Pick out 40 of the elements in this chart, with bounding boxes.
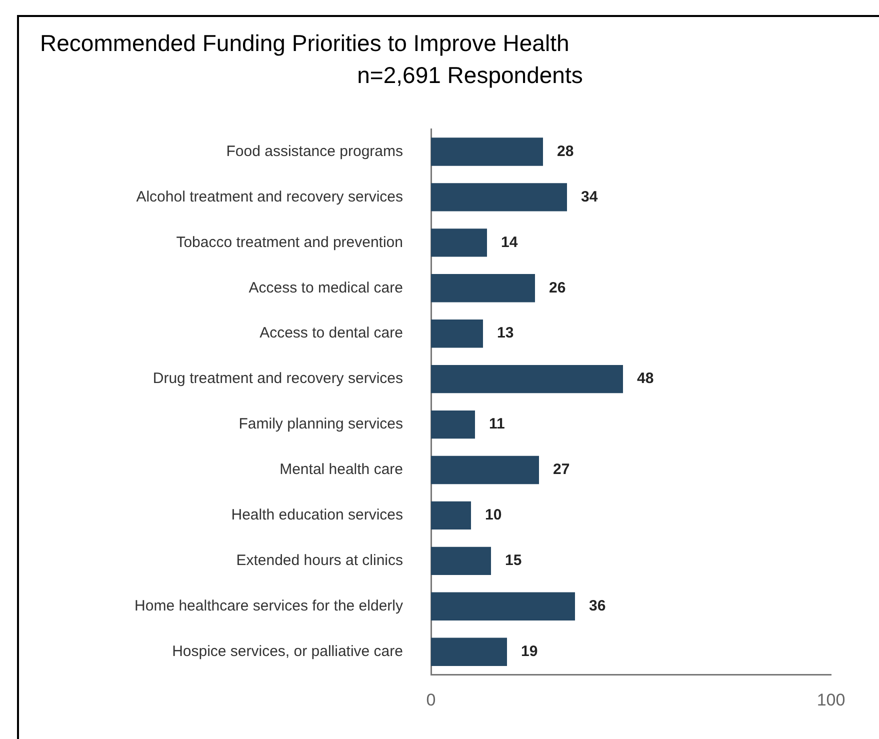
data-label: 28 [557, 142, 574, 160]
data-label: 36 [589, 598, 606, 615]
data-label: 11 [489, 416, 505, 433]
x-tick-label: 100 [816, 690, 846, 710]
bar [431, 638, 507, 666]
y-tick-label: Home healthcare services for the elderly [134, 598, 404, 615]
bar [431, 138, 543, 166]
y-tick-label: Drug treatment and recovery services [152, 370, 403, 388]
y-tick-label: Alcohol treatment and recovery services [136, 188, 403, 206]
bar [431, 364, 623, 394]
y-tick-label: Food assistance programs [226, 142, 403, 160]
data-label: 26 [549, 279, 566, 296]
bar [431, 592, 575, 620]
bar [431, 320, 483, 348]
bar [431, 183, 567, 212]
y-tick-label: Hospice services, or palliative care [172, 643, 403, 660]
data-label: 13 [497, 324, 514, 342]
y-tick-label: Access to medical care [248, 279, 403, 296]
data-label: 27 [553, 461, 570, 478]
data-label: 34 [581, 188, 598, 206]
bar [431, 410, 475, 439]
data-label: 48 [637, 370, 654, 388]
bar [431, 274, 535, 302]
y-tick-label: Family planning services [238, 416, 403, 433]
bar [431, 501, 471, 530]
data-label: 14 [501, 234, 518, 251]
chart-subtitle: n=2,691 Respondents [356, 62, 584, 89]
y-tick-label: Mental health care [280, 461, 403, 478]
bar [431, 228, 487, 257]
y-tick-label: Tobacco treatment and prevention [176, 234, 403, 251]
y-tick-label: Access to dental care [260, 324, 403, 342]
x-tick-label: 0 [426, 690, 436, 710]
y-tick-label: Extended hours at clinics [236, 552, 403, 570]
bar [431, 546, 491, 576]
chart-title: Recommended Funding Priorities to Improve Health [40, 30, 570, 57]
y-tick-label: Health education services [231, 506, 403, 524]
data-label: 19 [521, 643, 538, 660]
bar [431, 456, 539, 484]
data-label: 15 [505, 552, 522, 570]
data-label: 10 [485, 506, 502, 524]
